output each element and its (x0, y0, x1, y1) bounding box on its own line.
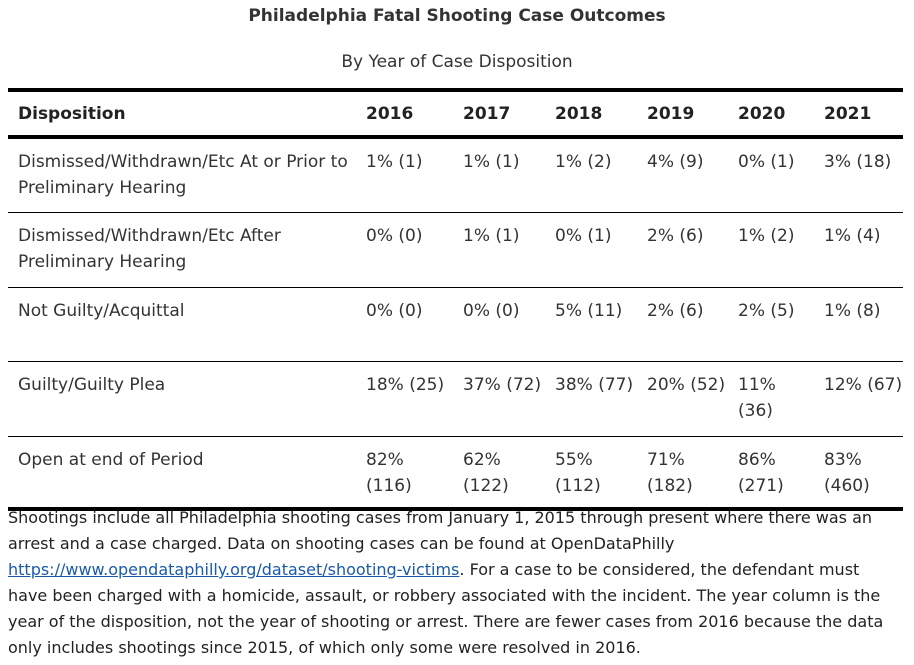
page-title: Philadelphia Fatal Shooting Case Outcome… (248, 6, 666, 26)
value-cell: 86% (271) (728, 436, 814, 511)
column-header-2021: 2021 (814, 88, 903, 139)
value-cell: 1% (1) (356, 137, 453, 213)
value-cell: 55% (112) (545, 436, 637, 511)
value-cell: 0% (0) (356, 287, 453, 362)
footnote-text: Shootings include all Philadelphia shoot… (8, 508, 873, 553)
value-cell: 5% (11) (545, 287, 637, 362)
column-header-2020: 2020 (728, 88, 814, 139)
value-cell: 1% (8) (814, 287, 903, 362)
disposition-cell: Not Guilty/Acquittal (8, 287, 356, 362)
value-cell: 2% (6) (637, 287, 728, 362)
value-cell: 71% (182) (637, 436, 728, 511)
page-subtitle: By Year of Case Disposition (341, 52, 573, 72)
footnote-text-continued: . For a case to be considered, the defen… (8, 560, 884, 657)
value-cell: 20% (52) (637, 361, 728, 437)
table-header-row: Disposition 2016 2017 2018 2019 2020 202… (8, 88, 903, 139)
column-header-disposition: Disposition (8, 88, 356, 139)
value-cell: 38% (77) (545, 361, 637, 437)
table-row: Not Guilty/Acquittal 0% (0) 0% (0) 5% (1… (8, 287, 903, 362)
value-cell: 1% (2) (728, 212, 814, 288)
value-cell: 3% (18) (814, 137, 903, 213)
value-cell: 0% (0) (356, 212, 453, 288)
disposition-cell: Dismissed/Withdrawn/Etc After Preliminar… (8, 212, 356, 288)
table-row: Open at end of Period 82% (116) 62% (122… (8, 436, 903, 511)
value-cell: 82% (116) (356, 436, 453, 511)
value-cell: 1% (2) (545, 137, 637, 213)
value-cell: 83% (460) (814, 436, 903, 511)
value-cell: 2% (5) (728, 287, 814, 362)
column-header-2018: 2018 (545, 88, 637, 139)
table-row: Dismissed/Withdrawn/Etc At or Prior to P… (8, 137, 903, 213)
disposition-cell: Guilty/Guilty Plea (8, 361, 356, 437)
value-cell: 4% (9) (637, 137, 728, 213)
opendataphilly-link[interactable]: https://www.opendataphilly.org/dataset/s… (8, 560, 460, 579)
value-cell: 1% (1) (453, 212, 545, 288)
value-cell: 1% (1) (453, 137, 545, 213)
value-cell: 0% (1) (728, 137, 814, 213)
value-cell: 37% (72) (453, 361, 545, 437)
value-cell: 11% (36) (728, 361, 814, 437)
table-row: Guilty/Guilty Plea 18% (25) 37% (72) 38%… (8, 361, 903, 437)
disposition-cell: Open at end of Period (8, 436, 356, 511)
value-cell: 0% (1) (545, 212, 637, 288)
value-cell: 1% (4) (814, 212, 903, 288)
footnote: Shootings include all Philadelphia shoot… (8, 505, 898, 661)
value-cell: 0% (0) (453, 287, 545, 362)
value-cell: 62% (122) (453, 436, 545, 511)
value-cell: 18% (25) (356, 361, 453, 437)
outcomes-table: Disposition 2016 2017 2018 2019 2020 202… (8, 88, 903, 511)
table-row: Dismissed/Withdrawn/Etc After Preliminar… (8, 212, 903, 288)
disposition-cell: Dismissed/Withdrawn/Etc At or Prior to P… (8, 137, 356, 213)
column-header-2017: 2017 (453, 88, 545, 139)
value-cell: 12% (67) (814, 361, 903, 437)
column-header-2016: 2016 (356, 88, 453, 139)
value-cell: 2% (6) (637, 212, 728, 288)
column-header-2019: 2019 (637, 88, 728, 139)
